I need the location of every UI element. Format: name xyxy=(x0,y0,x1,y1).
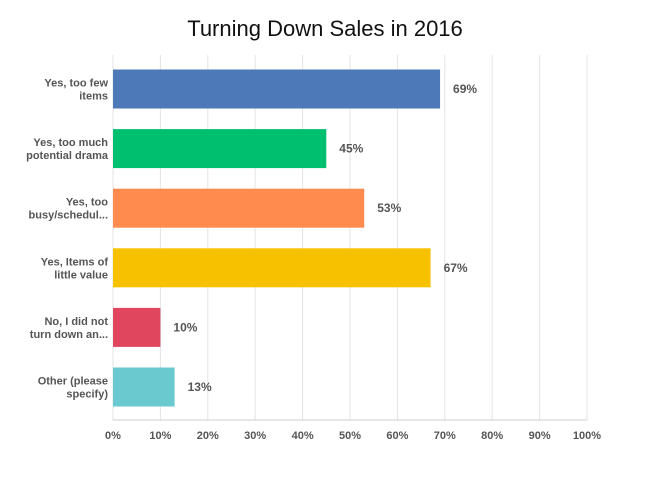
x-tick-label: 10% xyxy=(149,430,171,442)
category-label: Yes, too much xyxy=(33,137,108,149)
category-label: items xyxy=(79,91,108,103)
x-tick-label: 70% xyxy=(434,430,456,442)
category-label: busy/schedul... xyxy=(29,210,108,222)
category-label: Yes, too few xyxy=(44,78,108,90)
x-tick-label: 50% xyxy=(339,430,361,442)
bar xyxy=(113,248,431,288)
category-label: specify) xyxy=(66,389,108,401)
data-label: 69% xyxy=(453,82,477,96)
data-label: 10% xyxy=(173,320,197,334)
bar xyxy=(113,129,327,169)
data-label: 13% xyxy=(188,380,212,394)
category-label: Yes, Items of xyxy=(41,256,109,268)
data-label: 67% xyxy=(444,261,468,275)
category-label: No, I did not xyxy=(44,316,108,328)
x-tick-label: 20% xyxy=(197,430,219,442)
category-label: potential drama xyxy=(26,150,109,162)
x-tick-label: 80% xyxy=(481,430,503,442)
x-tick-label: 100% xyxy=(573,430,601,442)
bar xyxy=(113,367,175,407)
x-tick-label: 90% xyxy=(529,430,551,442)
category-label: turn down an... xyxy=(30,329,108,341)
bar xyxy=(113,188,365,228)
x-tick-label: 0% xyxy=(105,430,121,442)
bar xyxy=(113,69,441,109)
category-label: Other (please xyxy=(38,376,108,388)
category-label: Yes, too xyxy=(66,197,108,209)
data-label: 53% xyxy=(377,201,401,215)
category-label: little value xyxy=(54,269,108,281)
x-tick-label: 40% xyxy=(292,430,314,442)
bar xyxy=(113,307,161,347)
x-tick-label: 30% xyxy=(244,430,266,442)
chart-title: Turning Down Sales in 2016 xyxy=(187,16,463,41)
data-label: 45% xyxy=(339,142,363,156)
x-tick-label: 60% xyxy=(386,430,408,442)
